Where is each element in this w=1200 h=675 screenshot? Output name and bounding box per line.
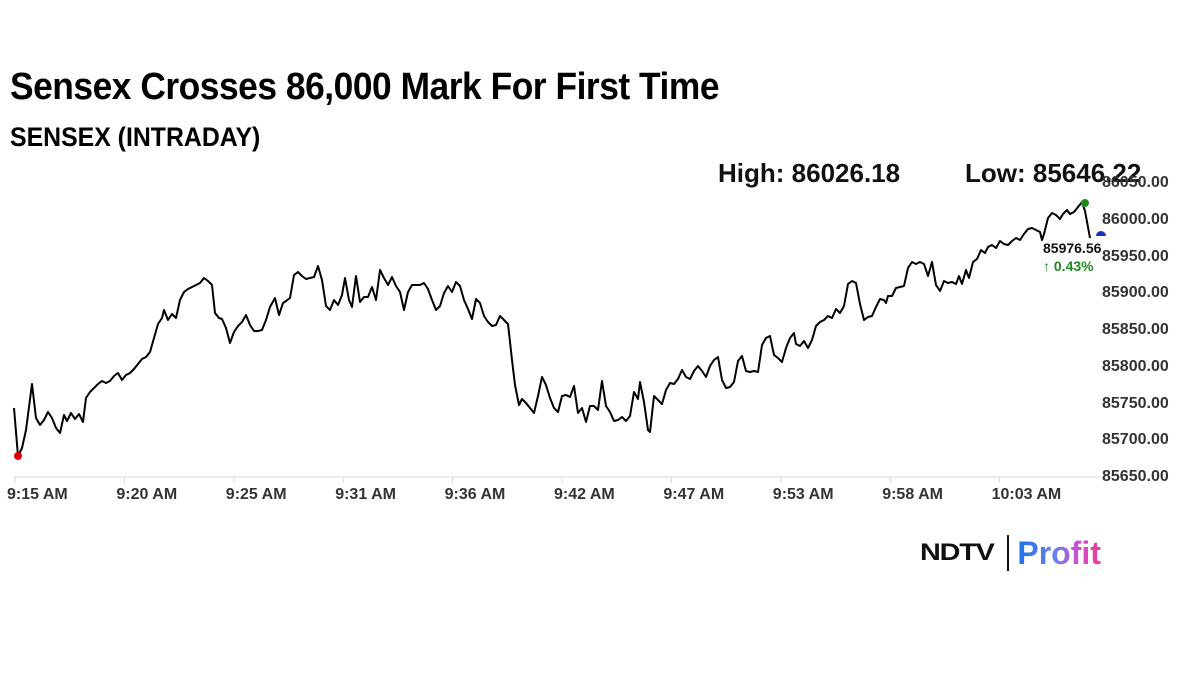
change-percent-label: ↑ 0.43% [1043, 258, 1094, 274]
x-tick-label: 9:58 AM [882, 486, 943, 503]
ndtv-wordmark: NDTV [920, 539, 995, 566]
sensex-price-line [13, 201, 1091, 457]
y-tick-label: 85950.00 [1102, 247, 1169, 265]
y-tick-label: 85650.00 [1102, 468, 1169, 485]
high-value: High: 86026.18 [718, 158, 901, 188]
low-point-marker [14, 452, 22, 460]
profit-wordmark: Profit [1017, 534, 1101, 571]
x-tick-label: 9:47 AM [663, 486, 725, 503]
logo-divider [1007, 535, 1010, 571]
last-price-marker [1096, 231, 1106, 236]
x-tick-label: 9:20 AM [116, 486, 178, 503]
y-tick-label: 86000.00 [1102, 210, 1169, 228]
last-price-label: 85976.56 [1043, 240, 1102, 256]
x-tick-label: 9:25 AM [225, 486, 287, 503]
x-tick-label: 9:15 AM [7, 486, 68, 503]
ndtv-profit-logo: NDTV Profit [920, 535, 1101, 571]
chart-subtitle: SENSEX (INTRADAY) [10, 122, 261, 152]
x-tick-label: 9:42 AM [554, 486, 615, 503]
y-tick-label: 85800.00 [1102, 357, 1169, 375]
x-tick-label: 9:31 AM [335, 486, 396, 503]
x-tick-label: 9:53 AM [772, 486, 834, 503]
y-tick-label: 85750.00 [1102, 394, 1169, 412]
y-tick-label: 85900.00 [1102, 284, 1169, 302]
x-tick-label: 9:36 AM [444, 486, 506, 503]
y-tick-label: 85700.00 [1102, 431, 1169, 449]
y-tick-label: 86050.00 [1102, 174, 1169, 191]
x-tick-marks [14, 477, 1001, 483]
y-tick-label: 85850.00 [1102, 321, 1169, 338]
high-point-marker [1081, 199, 1089, 207]
low-value: Low: 85646.22 [965, 158, 1142, 188]
x-tick-label: 10:03 AM [991, 486, 1062, 503]
chart-title: Sensex Crosses 86,000 Mark For First Tim… [10, 66, 720, 108]
